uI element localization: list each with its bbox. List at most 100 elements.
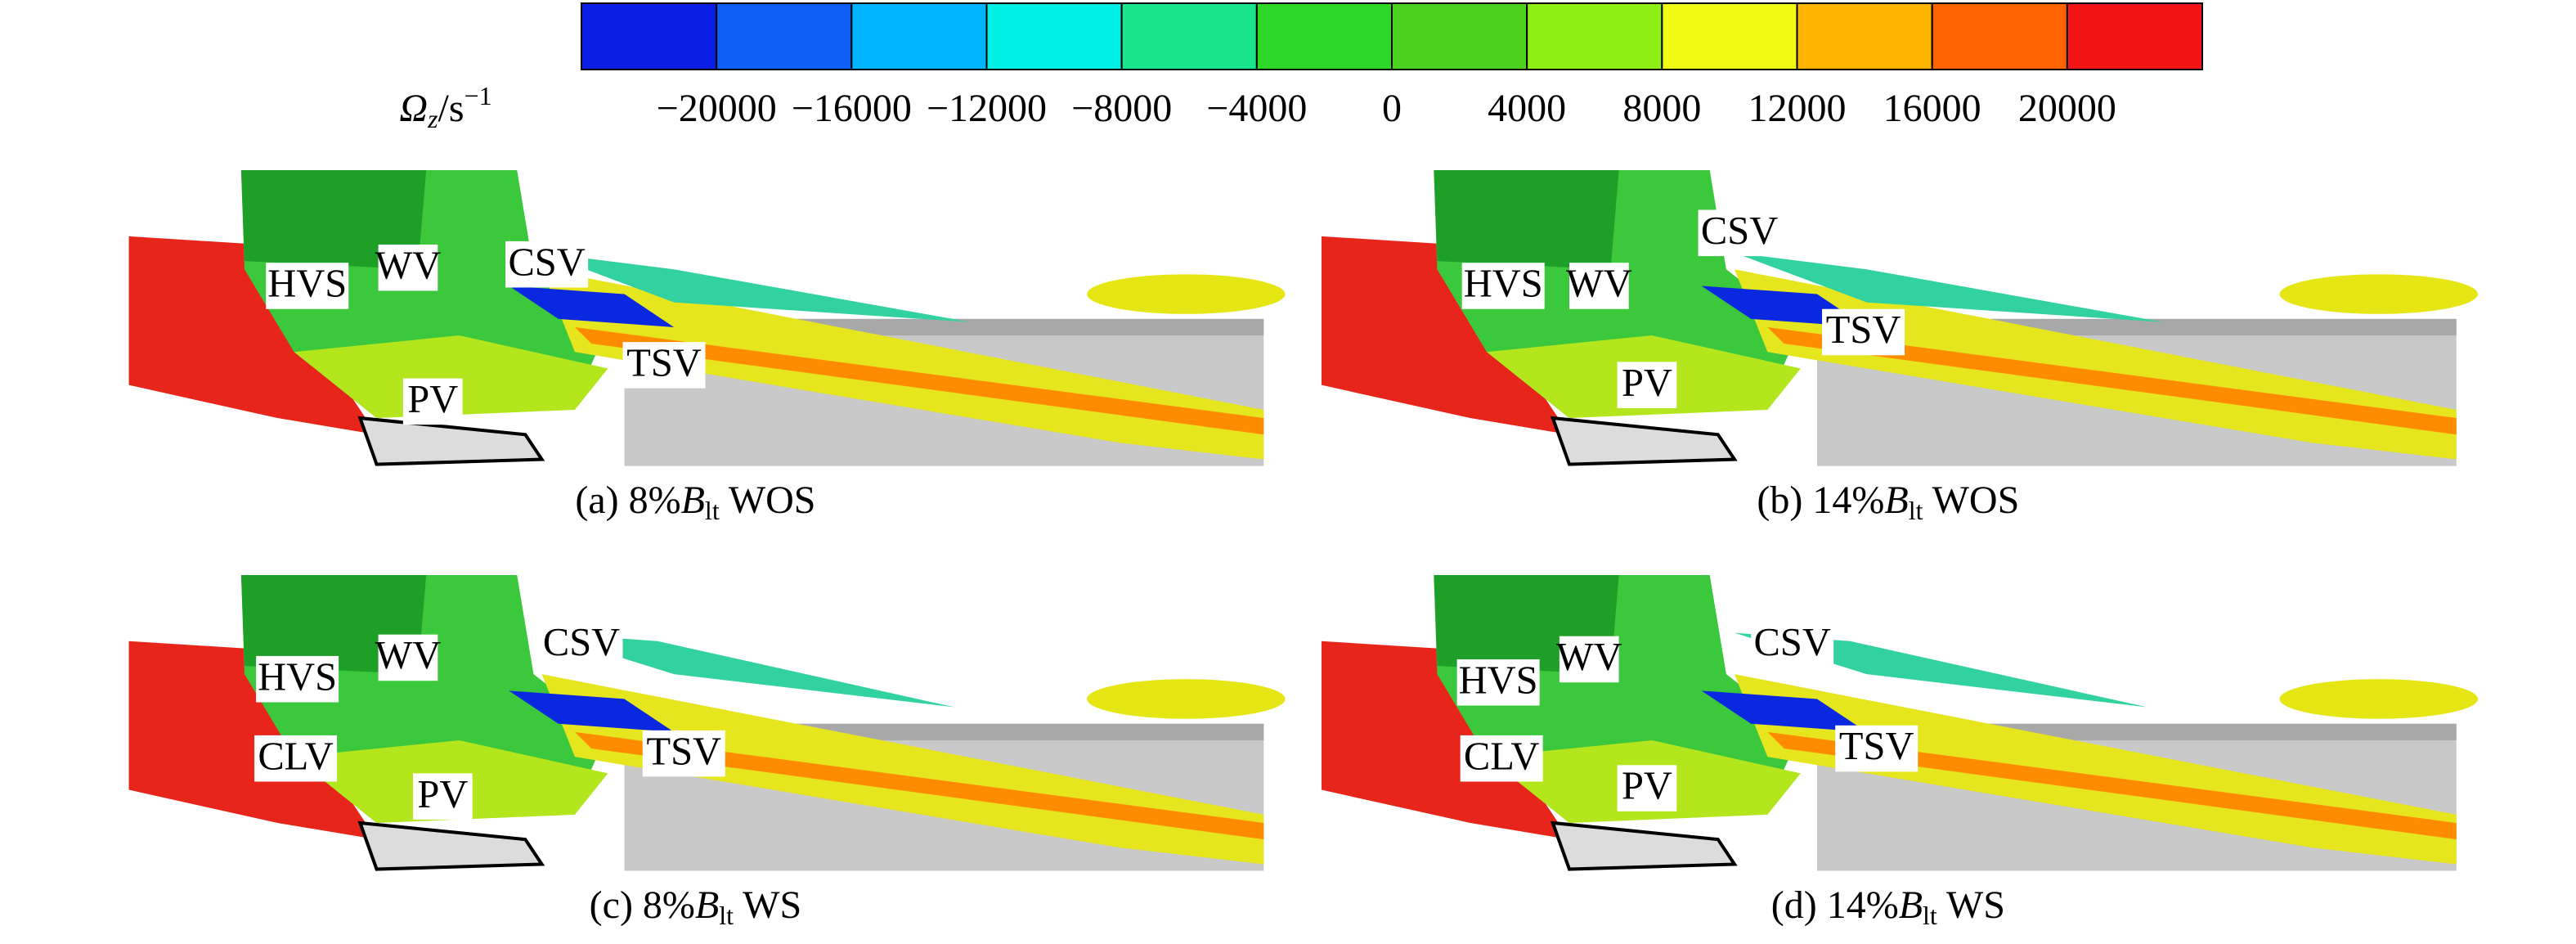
vortex-label: PV <box>402 378 463 425</box>
colorbar-segment <box>850 2 988 70</box>
caption-prefix: (a) 8% <box>575 479 680 522</box>
label-text: CSV <box>1754 621 1831 664</box>
caption-subscript: lt <box>719 901 734 930</box>
blade-upper <box>1434 170 1619 270</box>
colorbar-tick-label: 20000 <box>2018 87 2116 130</box>
blue-region <box>509 690 675 732</box>
vortex-label: CLV <box>254 735 338 782</box>
downstream-vortex <box>2279 274 2478 314</box>
colorbar-segment <box>985 2 1123 70</box>
label-text: CSV <box>1701 209 1778 253</box>
caption-variable: B <box>1899 883 1923 927</box>
colorbar-segment <box>581 2 718 70</box>
downstream-vortex <box>1087 274 1286 314</box>
label-text: CSV <box>543 621 620 664</box>
flow-panel: HVS WV CSV TSV CLV PV <box>1322 574 2478 871</box>
colorbar-tick-label: −20000 <box>657 87 777 130</box>
label-box <box>413 773 473 820</box>
label-symbol: Ω <box>399 87 428 130</box>
label-text: PV <box>1622 362 1672 405</box>
label-box <box>1569 263 1629 309</box>
vortex-label: CLV <box>1460 735 1543 782</box>
colorbar-tick-label: 0 <box>1382 87 1402 130</box>
label-box <box>1617 362 1677 408</box>
label-text: TSV <box>1826 308 1901 352</box>
colorbar-segment <box>1931 2 2068 70</box>
label-box <box>1835 725 1919 772</box>
label-text: WV <box>375 634 442 677</box>
label-unit: /s <box>438 87 464 130</box>
label-box <box>266 263 349 309</box>
label-text: WV <box>1566 263 1632 306</box>
tip-vortex <box>541 674 1264 865</box>
vortex-label: WV <box>375 244 442 291</box>
label-text: TSV <box>626 342 702 385</box>
label-superscript: −1 <box>464 81 492 110</box>
blue-region <box>1701 690 1867 732</box>
vortex-label: TSV <box>1835 725 1919 772</box>
caption-suffix: WOS <box>1923 479 2019 522</box>
label-box <box>256 655 339 703</box>
caption-subscript: lt <box>1909 496 1923 525</box>
vortex-label: CSV <box>505 240 589 288</box>
label-text: CLV <box>258 735 334 778</box>
colorbar: −20000 −16000 −12000 −8000 −4000 0 4000 8000 120… <box>581 2 2203 130</box>
vortex-label: HVS <box>256 655 339 703</box>
tip-vortex <box>1735 269 2457 460</box>
hub-passage <box>1550 820 1738 871</box>
hub-passage <box>1550 416 1738 466</box>
vortex-label: PV <box>1617 362 1677 408</box>
label-text: PV <box>417 773 468 816</box>
colorbar-segment <box>716 2 853 70</box>
colorbar-segment <box>2066 2 2203 70</box>
panel-caption: (b) 14%Blt WOS <box>1757 479 2019 525</box>
vortex-label: WV <box>1556 636 1622 683</box>
caption-prefix: (c) 8% <box>590 883 695 927</box>
label-box <box>1460 735 1543 782</box>
colorbar-segment <box>1796 2 1933 70</box>
passage-surface <box>294 335 608 419</box>
vortex-label: TSV <box>622 342 706 389</box>
corner-vortex <box>1735 632 2147 708</box>
label-text: PV <box>407 378 458 421</box>
hub-passage <box>357 820 545 871</box>
label-text: TSV <box>646 730 721 773</box>
downstream-vortex <box>1087 679 1286 719</box>
tip-vortex <box>1735 674 2457 865</box>
panel-caption: (a) 8%Blt WOS <box>575 479 815 525</box>
caption-suffix: WOS <box>720 479 816 522</box>
tip-vortex <box>541 269 1264 460</box>
caption-subscript: lt <box>705 496 720 525</box>
label-text: WV <box>375 244 442 287</box>
vortex-label: HVS <box>1456 659 1540 706</box>
label-box <box>1751 621 1834 668</box>
tip-vortex-core <box>574 731 1264 840</box>
colorbar-label: Ωz/s−1 <box>399 81 491 133</box>
caption-suffix: WS <box>1937 883 2005 927</box>
label-text: CLV <box>1464 735 1540 778</box>
label-text: WV <box>1556 636 1622 679</box>
inlet-vortices <box>1322 236 1569 435</box>
colorbar-tick-label: −12000 <box>927 87 1047 130</box>
label-box <box>1559 636 1619 683</box>
label-text: HVS <box>258 655 337 699</box>
caption-subscript: lt <box>1923 901 1937 930</box>
colorbar-tick-label: −4000 <box>1206 87 1307 130</box>
panel-caption: (d) 14%Blt WS <box>1771 883 2005 930</box>
label-text: HVS <box>1459 659 1538 702</box>
vortex-label: CSV <box>1698 209 1781 257</box>
label-box <box>254 735 338 782</box>
caption-suffix: WS <box>734 883 801 927</box>
label-box <box>1456 659 1540 706</box>
colorbar-segment <box>1120 2 1258 70</box>
caption-variable: B <box>1884 479 1908 522</box>
vortex-label: CSV <box>540 621 623 668</box>
label-box <box>378 634 438 681</box>
vortex-label: PV <box>413 773 473 820</box>
tip-vortex-core <box>574 326 1264 435</box>
label-box <box>378 244 438 291</box>
vortex-label: CSV <box>1751 621 1834 668</box>
vortex-label: WV <box>1566 263 1632 309</box>
caption-prefix: (b) 14% <box>1757 479 1884 522</box>
